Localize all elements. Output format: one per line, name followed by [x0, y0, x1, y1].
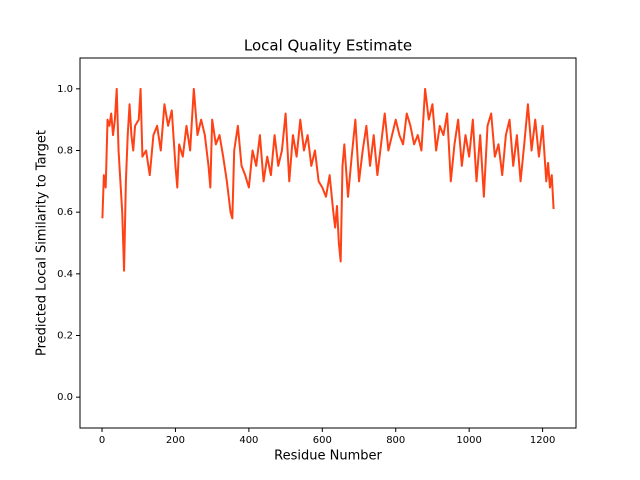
chart-title: Local Quality Estimate	[244, 37, 412, 55]
y-tick-label: 0.0	[57, 392, 73, 403]
y-tick-label: 1.0	[57, 84, 73, 95]
y-tick-label: 0.8	[57, 146, 73, 157]
x-tick-label: 600	[313, 435, 332, 446]
y-tick-label: 0.6	[57, 207, 73, 218]
y-axis-label: Predicted Local Similarity to Target	[35, 130, 50, 356]
x-tick-label: 800	[386, 435, 405, 446]
plot-frame	[79, 57, 577, 429]
x-tick-label: 1000	[456, 435, 481, 446]
y-tick-label: 0.4	[57, 269, 73, 280]
data-line	[101, 87, 555, 272]
x-axis-label: Residue Number	[274, 449, 382, 464]
x-tick-label: 0	[99, 435, 105, 446]
x-tick-label: 1200	[530, 435, 555, 446]
y-tick-label: 0.2	[57, 331, 73, 342]
x-tick-label: 400	[239, 435, 258, 446]
x-tick-label: 200	[166, 435, 185, 446]
